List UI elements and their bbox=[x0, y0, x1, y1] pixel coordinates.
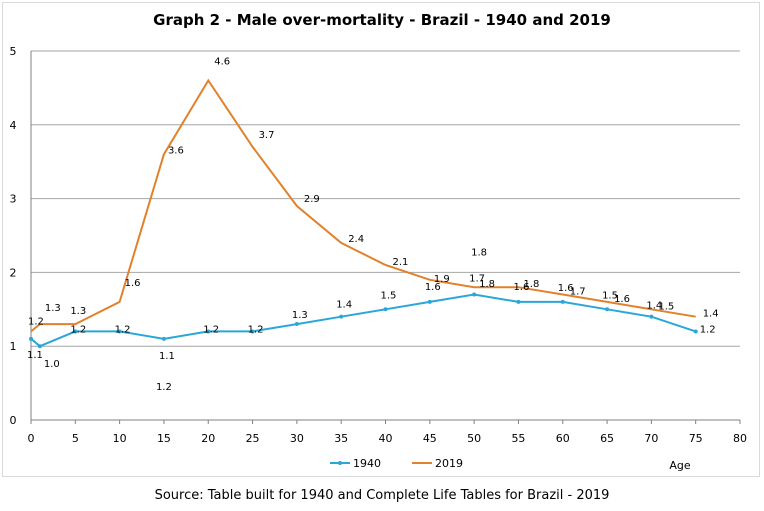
data-label-1940: 1.2 bbox=[70, 324, 86, 335]
x-axis-title: Age bbox=[669, 459, 691, 472]
data-point-1940 bbox=[560, 299, 565, 304]
x-tick-label: 65 bbox=[600, 432, 614, 445]
chart-area bbox=[2, 2, 760, 477]
data-point-1940 bbox=[427, 299, 432, 304]
data-label-extra: 1.8 bbox=[471, 248, 487, 259]
data-label-1940: 1.1 bbox=[27, 350, 43, 361]
series-lines bbox=[29, 78, 698, 349]
data-point-1940 bbox=[649, 314, 654, 319]
data-label-2019: 3.6 bbox=[168, 145, 184, 156]
data-label-1940: 1.1 bbox=[159, 351, 175, 362]
x-tick-label: 40 bbox=[379, 432, 393, 445]
data-label-1940: 1.4 bbox=[336, 300, 352, 311]
data-label-2019: 1.8 bbox=[479, 279, 495, 290]
data-label-1940: 1.2 bbox=[248, 324, 264, 335]
data-label-2019: 1.9 bbox=[434, 274, 450, 285]
y-tick-label: 5 bbox=[10, 45, 17, 58]
data-point-1940 bbox=[206, 329, 211, 334]
data-label-1940: 1.2 bbox=[700, 324, 716, 335]
x-tick-label: 10 bbox=[113, 432, 127, 445]
chart-title: Graph 2 - Male over-mortality - Brazil -… bbox=[153, 11, 611, 29]
data-label-2019: 2.4 bbox=[348, 234, 364, 245]
data-point-1940 bbox=[250, 329, 255, 334]
data-label-2019: 4.6 bbox=[214, 57, 230, 68]
x-tick-label: 80 bbox=[733, 432, 747, 445]
data-label-1940: 1.7 bbox=[469, 274, 485, 285]
data-point-1940 bbox=[605, 307, 610, 312]
data-point-1940 bbox=[29, 336, 33, 341]
x-tick-label: 15 bbox=[157, 432, 171, 445]
x-tick-label: 30 bbox=[290, 432, 304, 445]
x-tick-label: 75 bbox=[689, 432, 703, 445]
gridlines bbox=[31, 50, 740, 347]
data-label-2019: 1.4 bbox=[703, 309, 719, 320]
x-tick-label: 55 bbox=[511, 432, 525, 445]
data-labels: 1.11.01.2 1.21.11.2 1.21.31.41.51.61.71.6 1… bbox=[27, 57, 719, 394]
data-label-1940: 1.0 bbox=[44, 359, 60, 370]
data-label-2019: 1.7 bbox=[570, 287, 586, 298]
data-label-2019: 1.2 bbox=[28, 316, 44, 327]
data-label-2019: 1.8 bbox=[523, 279, 539, 290]
x-tick-label: 50 bbox=[467, 432, 481, 445]
data-label-2019: 3.7 bbox=[259, 130, 275, 141]
x-tick-label: 25 bbox=[246, 432, 260, 445]
legend-marker-1940 bbox=[338, 461, 342, 465]
data-label-1940: 1.4 bbox=[646, 301, 662, 312]
data-label-1940: 1.6 bbox=[425, 282, 441, 293]
y-tick-label: 1 bbox=[10, 340, 17, 353]
data-label-1940: 1.5 bbox=[602, 290, 618, 301]
x-tick-label: 0 bbox=[28, 432, 35, 445]
data-label-2019: 2.1 bbox=[393, 257, 409, 268]
data-point-1940 bbox=[161, 336, 166, 341]
x-tick-label: 60 bbox=[556, 432, 570, 445]
y-tick-label: 4 bbox=[10, 119, 17, 132]
line-chart: Graph 2 - Male over-mortality - Brazil -… bbox=[10, 11, 748, 472]
data-point-1940 bbox=[117, 329, 122, 334]
x-tick-label: 45 bbox=[423, 432, 437, 445]
data-point-1940 bbox=[516, 299, 521, 304]
y-tick-label: 2 bbox=[10, 266, 17, 279]
data-label-extra: 1.2 bbox=[156, 382, 172, 393]
data-label-2019: 1.5 bbox=[658, 301, 674, 312]
data-point-1940 bbox=[37, 344, 42, 349]
y-tick-label: 3 bbox=[10, 193, 17, 206]
x-tick-label: 20 bbox=[201, 432, 215, 445]
y-tick-label: 0 bbox=[10, 414, 17, 427]
data-label-2019: 1.3 bbox=[70, 306, 86, 317]
series-line-2019 bbox=[30, 78, 696, 333]
data-point-1940 bbox=[472, 292, 477, 297]
data-label-1940: 1.6 bbox=[513, 282, 529, 293]
data-label-2019: 1.3 bbox=[45, 303, 61, 314]
data-label-1940: 1.6 bbox=[558, 283, 574, 294]
legend-label-1940: 1940 bbox=[353, 457, 381, 470]
data-point-1940 bbox=[383, 307, 388, 312]
data-label-1940: 1.2 bbox=[203, 324, 219, 335]
data-label-1940: 1.5 bbox=[381, 290, 397, 301]
data-label-1940: 1.3 bbox=[292, 310, 308, 321]
data-label-2019: 1.6 bbox=[125, 278, 141, 289]
legend: 1940 2019 bbox=[330, 457, 463, 470]
x-tick-label: 35 bbox=[334, 432, 348, 445]
legend-label-2019: 2019 bbox=[435, 457, 463, 470]
series-line-1940 bbox=[30, 293, 697, 348]
data-point-1940 bbox=[693, 329, 698, 334]
x-tick-label: 70 bbox=[644, 432, 658, 445]
data-label-2019: 2.9 bbox=[304, 194, 320, 205]
x-tick-label: 5 bbox=[72, 432, 79, 445]
source-note: Source: Table built for 1940 and Complet… bbox=[154, 488, 610, 503]
data-label-2019: 1.6 bbox=[614, 294, 630, 305]
data-point-1940 bbox=[339, 314, 344, 319]
data-label-1940: 1.2 bbox=[115, 324, 131, 335]
data-point-1940 bbox=[73, 329, 78, 334]
data-point-1940 bbox=[294, 322, 299, 327]
